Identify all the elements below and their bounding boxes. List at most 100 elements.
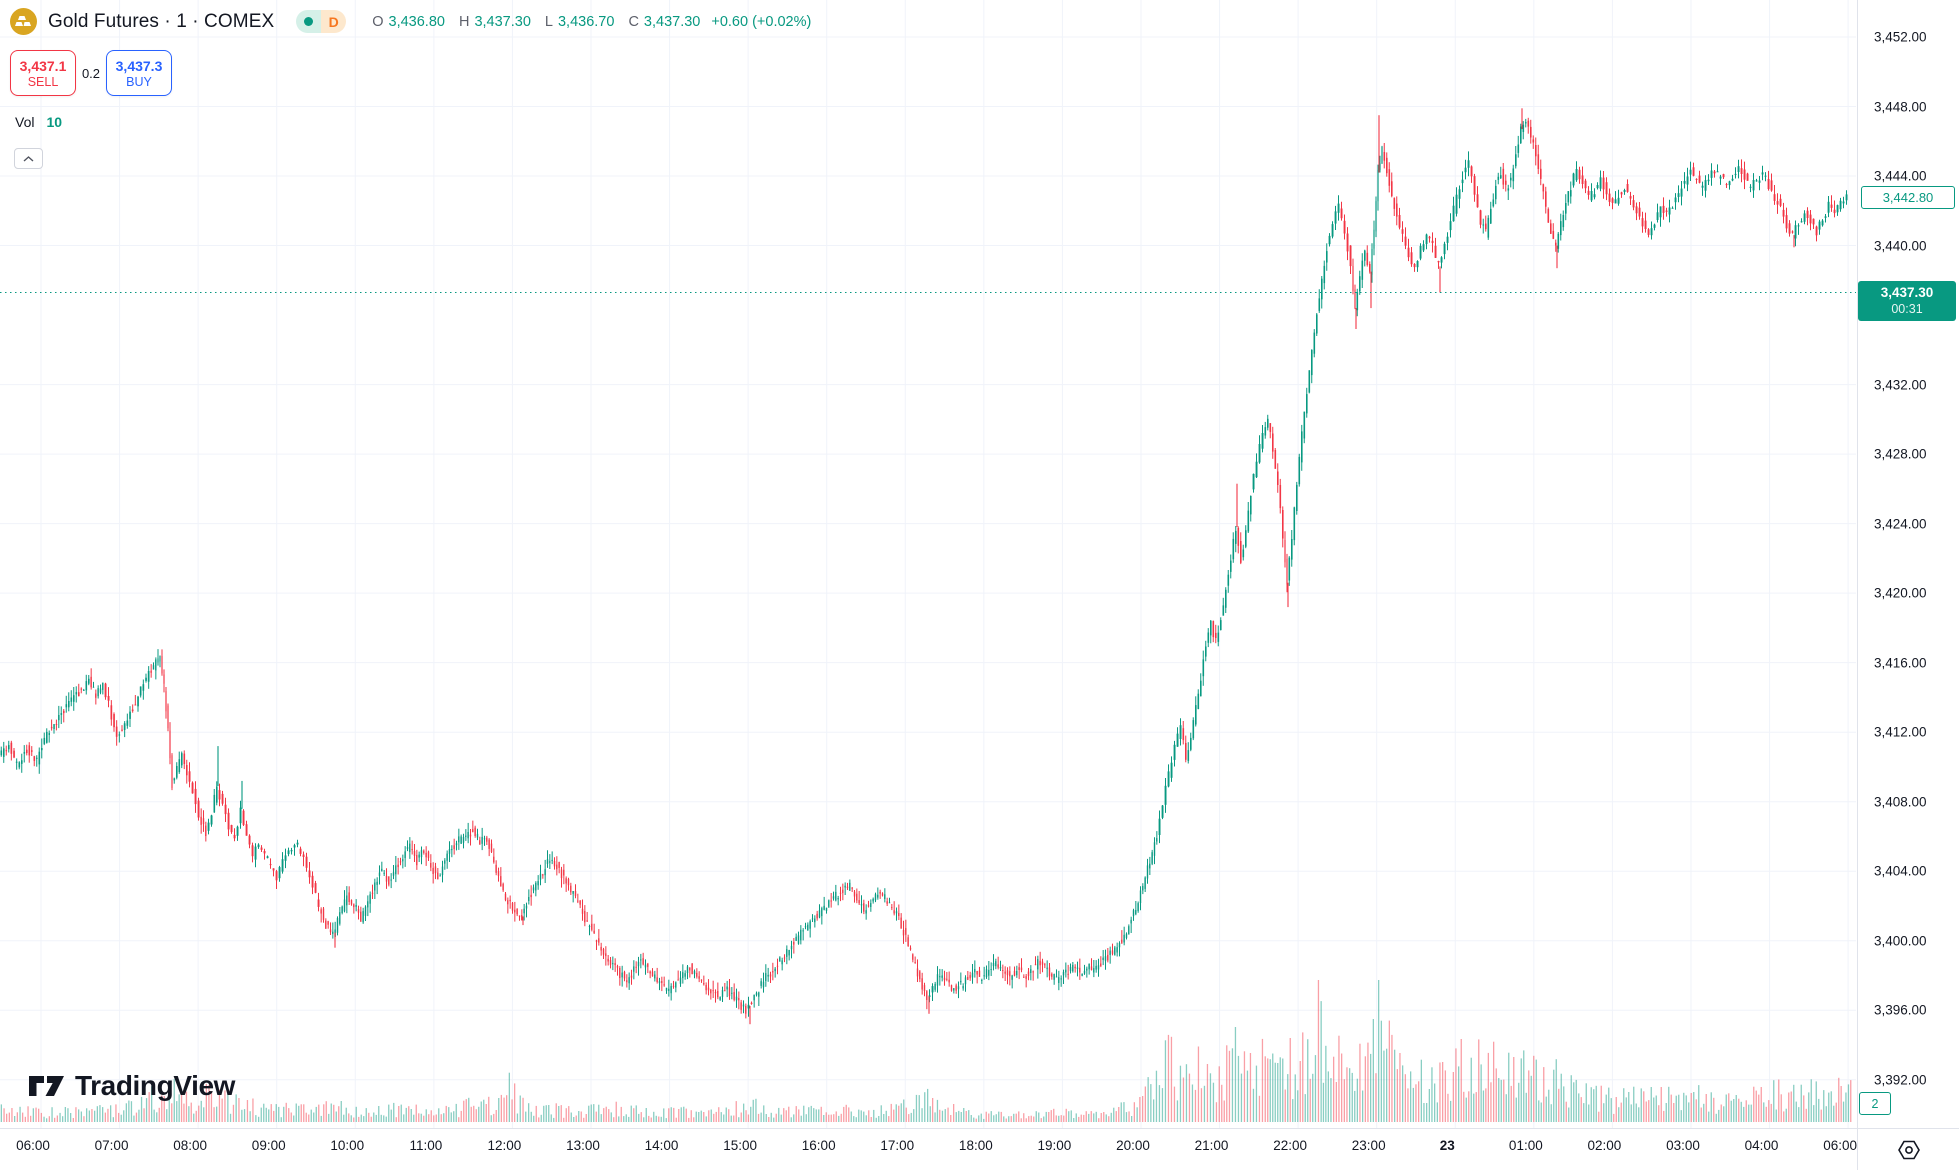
candle-body bbox=[1240, 541, 1242, 563]
volume-bar bbox=[1095, 1111, 1097, 1122]
candle-body bbox=[1620, 192, 1623, 195]
volume-bar bbox=[180, 1090, 183, 1122]
axis-settings-corner[interactable] bbox=[1857, 1128, 1959, 1170]
volume-bar bbox=[148, 1092, 150, 1122]
volume-bar bbox=[94, 1110, 96, 1122]
volume-indicator-legend: Vol 10 bbox=[15, 114, 62, 130]
candle-body bbox=[95, 693, 97, 698]
candle-body bbox=[167, 705, 169, 729]
buy-button[interactable]: 3,437.3 BUY bbox=[106, 50, 172, 96]
symbol-title[interactable]: Gold Futures · 1 · COMEX bbox=[48, 10, 275, 32]
candle-body bbox=[1034, 964, 1037, 966]
time-axis-label: 23:00 bbox=[1351, 1138, 1386, 1153]
volume-bar bbox=[514, 1083, 516, 1122]
volume-indicator-label[interactable]: Vol bbox=[15, 114, 35, 130]
volume-bar bbox=[483, 1099, 485, 1122]
volume-bar bbox=[1223, 1100, 1225, 1122]
volume-bar bbox=[1025, 1118, 1027, 1122]
volume-bar bbox=[107, 1108, 109, 1122]
candle-body bbox=[1680, 188, 1683, 197]
time-axis-label: 08:00 bbox=[173, 1138, 208, 1153]
candle-body bbox=[774, 968, 776, 972]
candle-body bbox=[353, 904, 355, 908]
candle-body bbox=[828, 900, 830, 907]
volume-bar bbox=[628, 1116, 630, 1122]
candle-body bbox=[439, 875, 441, 877]
volume-bar bbox=[485, 1104, 487, 1122]
volume-bar bbox=[745, 1110, 747, 1122]
volume-bar bbox=[690, 1110, 692, 1122]
candle-body bbox=[1614, 199, 1617, 204]
volume-bar bbox=[503, 1097, 505, 1122]
volume-bar bbox=[1560, 1073, 1562, 1122]
market-status-pill[interactable]: D bbox=[296, 10, 347, 33]
sell-button[interactable]: 3,437.1 SELL bbox=[10, 50, 76, 96]
volume-bar bbox=[235, 1094, 237, 1122]
volume-bar bbox=[473, 1105, 475, 1122]
bar-countdown: 00:31 bbox=[1891, 302, 1923, 317]
volume-bar bbox=[1728, 1093, 1730, 1122]
volume-bar bbox=[1234, 1027, 1237, 1122]
volume-bar bbox=[1158, 1085, 1161, 1122]
volume-bar bbox=[83, 1116, 85, 1122]
volume-bar bbox=[43, 1116, 45, 1122]
candle-body bbox=[656, 977, 658, 982]
volume-bar bbox=[255, 1115, 257, 1122]
candle-body bbox=[99, 688, 102, 693]
candle-body bbox=[1264, 427, 1267, 436]
candle-body bbox=[1375, 201, 1377, 232]
candle-body bbox=[479, 840, 481, 845]
candle-body bbox=[1428, 236, 1431, 239]
candle-body bbox=[1552, 230, 1555, 239]
candle-body bbox=[1785, 215, 1788, 229]
candle-body bbox=[1842, 201, 1845, 204]
candle-body bbox=[1809, 214, 1812, 224]
candle-body bbox=[832, 896, 835, 899]
volume-bar bbox=[793, 1114, 795, 1122]
tradingview-logo[interactable]: TradingView bbox=[28, 1070, 235, 1102]
candle-body bbox=[786, 949, 788, 957]
volume-bar bbox=[435, 1114, 437, 1122]
candle-body bbox=[842, 889, 844, 893]
volume-bar bbox=[993, 1115, 995, 1122]
candle-body bbox=[411, 849, 413, 851]
volume-bar bbox=[1598, 1111, 1600, 1122]
candle-body bbox=[486, 837, 488, 842]
volume-bar bbox=[929, 1106, 931, 1122]
price-axis[interactable]: 3,452.00 3,448.00 3,444.00 3,440.00 3,432.00… bbox=[1857, 0, 1959, 1128]
candle-body bbox=[679, 977, 682, 984]
candle-body bbox=[1522, 124, 1525, 132]
volume-bar bbox=[905, 1107, 907, 1122]
volume-bar bbox=[1410, 1071, 1412, 1122]
candle-body bbox=[1677, 193, 1680, 197]
candle-body bbox=[521, 915, 523, 921]
time-axis[interactable]: 06:00 07:00 08:00 09:00 10:00 11:00 12:00 13:00… bbox=[0, 1128, 1857, 1170]
volume-bar bbox=[210, 1091, 213, 1122]
volume-bar bbox=[163, 1096, 165, 1122]
volume-bar bbox=[298, 1105, 300, 1122]
volume-bar bbox=[1760, 1087, 1762, 1122]
candle-body bbox=[13, 750, 15, 758]
candle-body bbox=[1492, 199, 1495, 207]
candle-body bbox=[481, 836, 483, 844]
volume-bar bbox=[1070, 1110, 1072, 1122]
volume-bar bbox=[14, 1116, 16, 1122]
collapse-pane-button[interactable] bbox=[14, 148, 43, 169]
volume-bar bbox=[944, 1109, 946, 1122]
volume-bar bbox=[265, 1107, 267, 1122]
volume-bar bbox=[1191, 1084, 1194, 1122]
candle-body bbox=[1104, 956, 1107, 961]
volume-bar bbox=[1830, 1091, 1832, 1122]
candle-body bbox=[327, 921, 329, 925]
candle-body bbox=[1088, 963, 1090, 970]
candle-body bbox=[1755, 180, 1758, 182]
candle-body bbox=[909, 947, 912, 950]
volume-bar bbox=[883, 1114, 885, 1122]
volume-bar bbox=[213, 1107, 215, 1122]
volume-bar bbox=[760, 1112, 762, 1122]
candle-body bbox=[772, 971, 774, 973]
candle-body bbox=[63, 710, 65, 714]
volume-bar bbox=[1668, 1086, 1670, 1122]
volume-bar bbox=[723, 1114, 725, 1122]
